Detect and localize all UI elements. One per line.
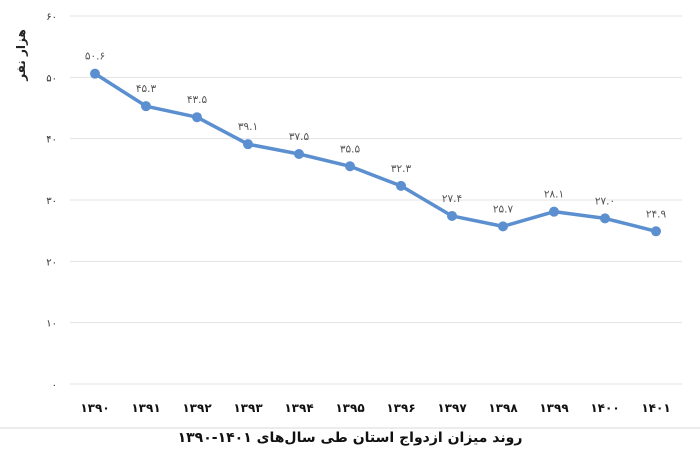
- data-point-marker: [651, 226, 661, 237]
- y-tick-label: ۵۰: [46, 73, 57, 84]
- data-value-label: ۲۴.۹: [646, 208, 667, 220]
- x-tick-label: ۱۳۹۸: [488, 401, 518, 415]
- data-value-label: ۵۰.۶: [85, 51, 105, 63]
- y-axis-ticks: ۰ ۱۰ ۲۰ ۳۰ ۴۰ ۵۰ ۶۰: [46, 12, 57, 391]
- data-point-marker: [549, 206, 559, 217]
- chart-caption: روند میزان ازدواج استان طی سال‌های ۱۴۰۱-…: [177, 430, 523, 446]
- data-labels: ۵۰.۶ ۴۵.۳ ۴۳.۵ ۳۹.۱ ۳۷.۵ ۳۵.۵ ۳۲.۳ ۲۷.۴ ۲۵.۷ ۲۸.۱…: [85, 51, 667, 221]
- data-points: [90, 68, 661, 237]
- data-point-marker: [498, 221, 508, 232]
- x-tick-label: ۱۳۹۲: [182, 401, 212, 415]
- data-value-label: ۲۸.۱: [544, 189, 564, 201]
- data-point-marker: [345, 161, 355, 172]
- data-value-label: ۳۹.۱: [238, 121, 258, 133]
- data-value-label: ۳۲.۳: [391, 163, 412, 175]
- y-tick-label: ۱۰: [46, 319, 57, 330]
- x-tick-label: ۱۴۰۱: [641, 401, 670, 415]
- x-tick-label: ۱۳۹۰: [80, 401, 109, 415]
- y-tick-label: ۲۰: [46, 257, 57, 268]
- x-tick-label: ۱۳۹۷: [437, 401, 467, 415]
- x-tick-label: ۱۳۹۶: [386, 401, 415, 415]
- y-tick-label: ۳۰: [46, 196, 57, 207]
- y-axis-title: هزار نفر: [14, 29, 28, 82]
- data-point-marker: [90, 68, 100, 79]
- data-point-marker: [396, 180, 406, 191]
- data-value-label: ۲۷.۰: [595, 195, 615, 207]
- data-value-label: ۳۷.۵: [289, 131, 310, 143]
- data-point-marker: [447, 210, 457, 221]
- x-tick-label: ۱۳۹۵: [335, 401, 364, 415]
- data-value-label: ۲۷.۴: [442, 193, 462, 205]
- data-value-label: ۴۵.۳: [136, 83, 157, 95]
- x-tick-label: ۱۴۰۰: [590, 401, 619, 415]
- data-value-label: ۲۵.۷: [493, 203, 514, 215]
- data-point-marker: [243, 139, 253, 150]
- x-axis-ticks: ۱۳۹۰ ۱۳۹۱ ۱۳۹۲ ۱۳۹۳ ۱۳۹۴ ۱۳۹۵ ۱۳۹۶ ۱۳۹۷ ۱۳۹۸ ۱۳۹۹…: [80, 401, 670, 415]
- y-tick-label: ۶۰: [46, 12, 57, 23]
- x-tick-label: ۱۳۹۴: [284, 401, 313, 415]
- data-point-marker: [192, 112, 202, 123]
- x-tick-label: ۱۳۹۹: [539, 401, 569, 415]
- x-tick-label: ۱۳۹۱: [131, 401, 160, 415]
- y-tick-label: ۰: [52, 380, 57, 391]
- data-point-marker: [294, 149, 304, 159]
- data-value-label: ۳۵.۵: [340, 143, 361, 155]
- data-value-label: ۴۳.۵: [187, 94, 208, 106]
- data-point-marker: [600, 213, 610, 224]
- y-tick-label: ۴۰: [46, 135, 57, 146]
- x-tick-label: ۱۳۹۳: [233, 401, 263, 415]
- data-point-marker: [141, 101, 151, 112]
- gridlines: [70, 15, 682, 385]
- marriage-trend-line: [93, 71, 658, 234]
